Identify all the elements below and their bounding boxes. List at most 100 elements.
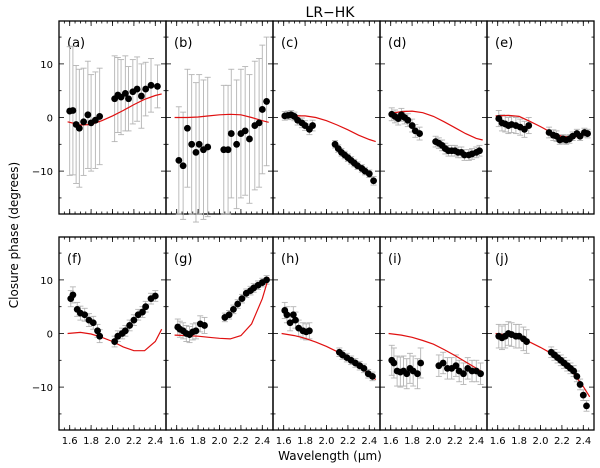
- panel-a: (a) −10 0 10: [32, 20, 167, 215]
- data-point: [283, 311, 291, 319]
- data-point: [192, 327, 200, 335]
- x-tick-label: 2.4: [147, 436, 163, 447]
- data-point: [151, 292, 159, 300]
- data-point: [309, 122, 316, 129]
- panel-c: (c): [272, 20, 381, 215]
- data-point: [188, 140, 196, 148]
- x-tick-label: 2.2: [340, 436, 356, 447]
- x-tick-label: 1.6: [276, 436, 292, 447]
- data-point: [195, 140, 203, 148]
- x-tick-label: 1.8: [190, 436, 206, 447]
- x-tick-label: 1.6: [169, 436, 185, 447]
- x-tick-label: 2.4: [361, 436, 377, 447]
- panel-label: (j): [495, 252, 509, 267]
- x-tick-label: 1.6: [62, 436, 78, 447]
- data-point: [523, 338, 530, 345]
- data-point: [439, 359, 447, 367]
- data-point: [80, 118, 88, 126]
- model-curve: [67, 93, 162, 126]
- panel-b: (b): [165, 20, 274, 223]
- panel-grid: (a) −10 0 10 (b) (c) (d) (e) (f) −10 0 10 1.6 1.8 2.0 2…: [32, 20, 595, 447]
- data-point: [69, 107, 77, 114]
- panel-i: (i) 1.6 1.8 2.0 2.2 2.4: [379, 236, 488, 447]
- data-point: [452, 362, 460, 370]
- data-point: [584, 130, 591, 137]
- data-point: [255, 119, 263, 127]
- panel-label: (g): [174, 252, 192, 267]
- data-point: [204, 143, 212, 151]
- data-point: [238, 295, 246, 303]
- x-tick-label: 2.2: [447, 436, 463, 447]
- data-point: [139, 308, 146, 316]
- data-point: [184, 124, 191, 132]
- panel-f: (f) −10 0 10 1.6 1.8 2.0 2.2 2.4: [32, 236, 167, 447]
- data-point: [179, 162, 187, 170]
- data-point: [201, 322, 208, 329]
- y-tick-label: −10: [32, 167, 53, 178]
- panel-j: (j) 1.6 1.8 2.0 2.2 2.4: [486, 236, 595, 447]
- data-point: [137, 92, 145, 100]
- data-point: [121, 89, 129, 97]
- data-point: [579, 391, 587, 399]
- data-point: [289, 311, 297, 319]
- x-tick-label: 1.8: [83, 436, 99, 447]
- data-point: [365, 170, 373, 178]
- data-point: [81, 311, 89, 319]
- panel-label: (c): [281, 36, 298, 51]
- data-point: [96, 113, 104, 120]
- model-curve: [495, 332, 591, 398]
- data-point: [246, 135, 253, 143]
- data-point: [370, 177, 377, 185]
- x-tick-label: 2.0: [105, 436, 121, 447]
- data-point: [89, 319, 97, 327]
- data-point: [147, 81, 155, 89]
- x-tick-label: 1.8: [297, 436, 313, 447]
- data-point: [476, 147, 483, 155]
- panel-g: (g) 1.6 1.8 2.0 2.2 2.4: [165, 236, 274, 447]
- data-point: [414, 370, 421, 378]
- data-point: [154, 83, 161, 90]
- x-tick-label: 2.2: [126, 436, 142, 447]
- x-tick-label: 1.8: [404, 436, 420, 447]
- model-curve: [388, 332, 484, 373]
- panel-label: (b): [174, 36, 192, 51]
- x-tick-label: 2.4: [468, 436, 484, 447]
- panel-e: (e): [486, 20, 595, 215]
- data-point: [233, 140, 241, 148]
- model-curve: [174, 113, 269, 123]
- data-point: [142, 303, 150, 311]
- data-point: [121, 327, 129, 335]
- data-point: [234, 300, 242, 308]
- model-curve: [388, 110, 483, 141]
- data-point: [133, 85, 141, 93]
- data-point: [224, 146, 232, 154]
- x-tick-label: 2.0: [212, 436, 228, 447]
- panel-label: (f): [67, 252, 82, 267]
- data-point: [525, 122, 533, 129]
- data-point: [292, 316, 299, 324]
- panel-h: (h) 1.6 1.8 2.0 2.2 2.4: [272, 236, 381, 447]
- data-point: [305, 327, 313, 335]
- x-tick-label: 2.0: [319, 436, 335, 447]
- x-tick-label: 2.0: [533, 436, 549, 447]
- panel-d: (d): [379, 20, 488, 215]
- data-point: [94, 327, 101, 335]
- data-point: [263, 276, 270, 284]
- data-point: [142, 85, 150, 93]
- data-point: [403, 370, 411, 378]
- data-point: [570, 367, 578, 375]
- x-tick-label: 1.8: [511, 436, 527, 447]
- data-point: [175, 156, 183, 164]
- data-point: [416, 130, 423, 137]
- data-point: [460, 370, 467, 378]
- y-axis-label: Closure phase (degrees): [7, 162, 21, 308]
- data-point: [286, 319, 294, 327]
- model-curve: [174, 277, 270, 340]
- data-point: [417, 359, 425, 367]
- figure-title: LR−HK: [306, 5, 356, 21]
- panel-label: (a): [67, 36, 85, 51]
- data-point: [576, 381, 584, 388]
- y-tick-label: 0: [47, 330, 53, 341]
- panel-label: (d): [388, 36, 406, 51]
